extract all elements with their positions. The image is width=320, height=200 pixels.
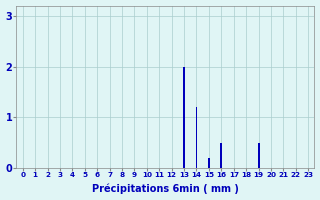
Bar [220,143,222,168]
Bar [208,158,210,168]
X-axis label: Précipitations 6min ( mm ): Précipitations 6min ( mm ) [92,184,239,194]
Bar [196,107,197,168]
Bar [183,67,185,168]
Bar [258,143,260,168]
